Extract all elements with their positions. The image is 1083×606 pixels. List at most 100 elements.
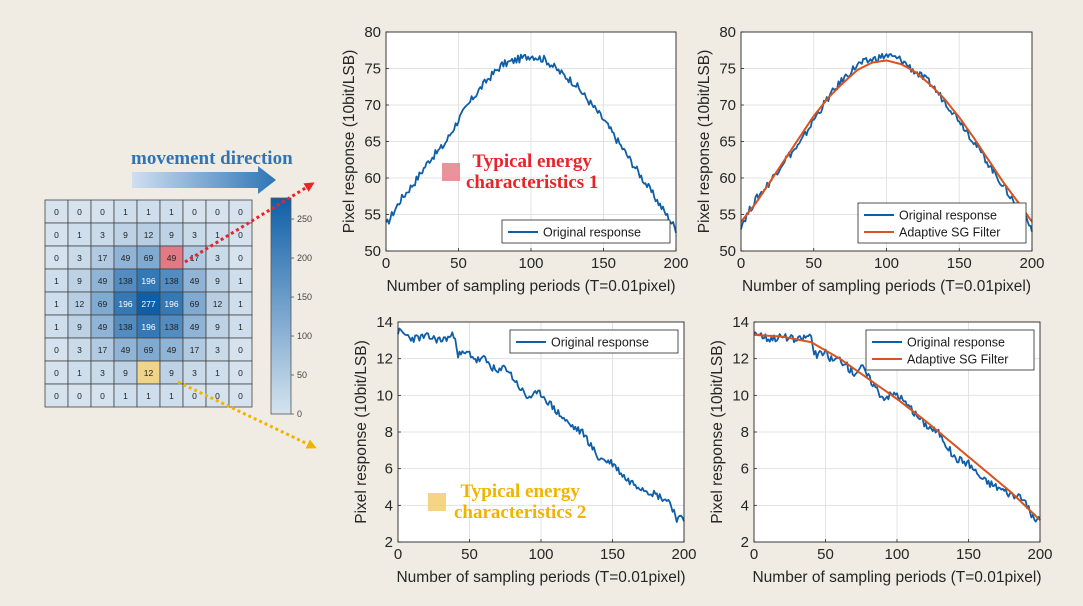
y-tick-label: 70 — [719, 97, 736, 114]
heatmap-value: 196 — [141, 276, 155, 286]
y-tick-label: 6 — [741, 461, 749, 478]
colorbar-tick-label: 150 — [297, 292, 312, 302]
y-tick-label: 12 — [376, 351, 393, 368]
legend-label: Original response — [899, 209, 997, 223]
series-adaptive-sg-filter — [740, 59, 1033, 223]
y-tick-label: 8 — [741, 424, 749, 441]
heatmap-value: 69 — [98, 299, 108, 309]
x-tick-label: 0 — [737, 255, 745, 272]
legend: Original response Adaptive SG Filter — [857, 202, 1027, 244]
y-tick-label: 8 — [385, 424, 393, 441]
x-tick-label: 150 — [947, 255, 972, 272]
heatmap-value: 1 — [54, 322, 59, 332]
y-axis-label: Pixel response (10bit/LSB) — [341, 50, 358, 234]
x-tick-label: 0 — [394, 546, 402, 563]
y-tick-label: 60 — [364, 170, 381, 187]
x-tick-label: 0 — [750, 546, 758, 563]
heatmap-value: 196 — [118, 299, 132, 309]
x-tick-label: 50 — [450, 255, 467, 272]
annot2-line1: Typical energy — [460, 481, 580, 502]
heatmap-value: 49 — [167, 253, 177, 263]
heatmap-value: 1 — [238, 299, 243, 309]
heatmap-value: 1 — [146, 391, 151, 401]
y-tick-label: 12 — [732, 351, 749, 368]
y-tick-label: 6 — [385, 461, 393, 478]
legend-box — [857, 202, 1027, 244]
x-tick-label: 100 — [874, 255, 899, 272]
red-pointer-arrow — [184, 182, 315, 264]
heatmap-value: 0 — [215, 207, 220, 217]
y-axis-label: Pixel response (10bit/LSB) — [709, 340, 726, 524]
heatmap-value: 12 — [213, 299, 223, 309]
x-tick-label: 0 — [382, 255, 390, 272]
heatmap-value: 0 — [238, 368, 243, 378]
heatmap-value: 49 — [121, 345, 131, 355]
x-axis-label: Number of sampling periods (T=0.01pixel) — [742, 278, 1031, 295]
yellow-pointer-arrow — [177, 380, 317, 449]
y-tick-label: 4 — [385, 497, 393, 514]
heatmap-value: 138 — [118, 322, 132, 332]
heatmap-value: 0 — [100, 391, 105, 401]
heatmap-value: 0 — [54, 253, 59, 263]
legend: Original response Adaptive SG Filter — [865, 329, 1035, 371]
heatmap-value: 1 — [123, 207, 128, 217]
heatmap-value: 12 — [144, 368, 154, 378]
heatmap-value: 0 — [238, 207, 243, 217]
heatmap-value: 196 — [141, 322, 155, 332]
heatmap-value: 1 — [54, 299, 59, 309]
colorbar-gradient — [270, 197, 292, 415]
heatmap-value: 138 — [118, 276, 132, 286]
x-tick-label: 150 — [956, 546, 981, 563]
heatmap-value: 0 — [54, 207, 59, 217]
y-tick-label: 60 — [719, 170, 736, 187]
legend-label: Original response — [907, 336, 1005, 350]
heatmap-value: 17 — [190, 253, 200, 263]
heatmap-value: 1 — [77, 230, 82, 240]
heatmap-value: 277 — [141, 299, 155, 309]
x-tick-label: 200 — [1019, 255, 1044, 272]
heatmap-value: 0 — [192, 391, 197, 401]
x-tick-label: 200 — [663, 255, 688, 272]
legend-label: Original response — [551, 336, 649, 350]
x-tick-label: 200 — [1027, 546, 1052, 563]
heatmap-value: 9 — [123, 230, 128, 240]
heatmap-value: 0 — [192, 207, 197, 217]
y-tick-label: 55 — [364, 207, 381, 224]
colorbar: 0 50 100 150 200 250 — [270, 197, 312, 419]
heatmap-value: 1 — [169, 391, 174, 401]
heatmap-value: 3 — [100, 230, 105, 240]
heatmap-value: 0 — [238, 391, 243, 401]
series-original-response — [385, 53, 677, 234]
y-tick-label: 50 — [719, 243, 736, 260]
x-axis-label: Number of sampling periods (T=0.01pixel) — [386, 278, 675, 295]
legend-label: Adaptive SG Filter — [899, 226, 1000, 240]
colorbar-tick-label: 200 — [297, 253, 312, 263]
y-tick-label: 65 — [719, 134, 736, 151]
heatmap-value: 17 — [98, 253, 108, 263]
heatmap-value: 17 — [190, 345, 200, 355]
heatmap-value: 138 — [164, 322, 178, 332]
y-tick-label: 80 — [364, 24, 381, 41]
heatmap-cell — [228, 383, 253, 408]
heatmap-value: 1 — [238, 322, 243, 332]
heatmap-value: 0 — [100, 207, 105, 217]
movement-arrow — [132, 166, 276, 194]
heatmap-value: 0 — [54, 345, 59, 355]
heatmap-value: 9 — [215, 322, 220, 332]
heatmap-value: 0 — [54, 230, 59, 240]
heatmap-value: 1 — [215, 368, 220, 378]
y-tick-label: 55 — [719, 207, 736, 224]
heatmap-value: 1 — [77, 368, 82, 378]
legend-label: Original response — [543, 226, 641, 240]
heatmap-value: 9 — [123, 368, 128, 378]
heatmap-value: 3 — [192, 368, 197, 378]
heatmap-value: 12 — [144, 230, 154, 240]
annot1-label: Typical energy characteristics 1 — [466, 151, 598, 193]
heatmap-value: 1 — [123, 391, 128, 401]
y-axis-label: Pixel response (10bit/LSB) — [696, 50, 713, 234]
heatmap-value: 9 — [77, 322, 82, 332]
